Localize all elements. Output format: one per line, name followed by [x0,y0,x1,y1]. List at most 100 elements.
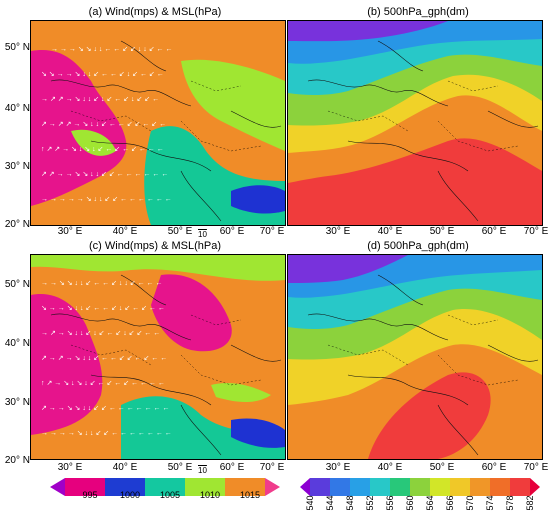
coastlines [50,274,282,456]
lon-label: 60° E [219,226,245,237]
map-panel-c: → → ↘ ↘ ↓ ↓ ↙ ← ← ↙ ↓ ↓ ↙ ← ← ← ↘ → → ↘ … [30,254,286,460]
colorbar-cell [350,478,370,496]
svg-text:→ → ↘ ↘ ↓ ↓ ↙ ← ← ↙ ↓ ↓ ↙ ← ←: → → ↘ ↘ ↓ ↓ ↙ ← ← ↙ ↓ ↓ ↙ ← ← ← [41,280,163,287]
svg-text:→ → → ↘ ↘ ↓ ↓ ← ← ↙ ↙ ↓ ↓ ↙ ←: → → → ↘ ↘ ↓ ↓ ← ← ↙ ↙ ↓ ↓ ↙ ← ← [51,46,173,53]
wind-vectors: → → → ↘ ↘ ↓ ↓ ← ← ↙ ↙ ↓ ↓ ↙ ← ← ↘ ↘ → → … [41,46,173,203]
lon-label: 50° E [429,226,455,237]
gph-tick-label: 560 [405,495,415,511]
gph-tick-label: 556 [385,495,395,511]
coastlines [307,40,539,222]
reference-vector-label: 10 [198,466,207,475]
mslp-tick-label: 1010 [199,490,221,500]
lat-label: 50° N [4,279,30,290]
lat-label: 50° N [4,42,30,53]
lat-label: 20° N [4,219,30,230]
colorbar-cell [430,478,450,496]
mslp-colorbar-svg [50,478,280,496]
mslp-1010-north [31,255,285,281]
gph-tick-label: 566 [445,495,455,511]
country-borders [327,80,519,152]
deep-low-region [231,418,285,448]
colorbar-cell [265,478,280,496]
map-panel-a: → → → ↘ ↘ ↓ ↓ ← ← ↙ ↙ ↓ ↓ ↙ ← ← ↘ ↘ → → … [30,20,286,226]
colorbar-cell [65,478,105,496]
mslp-1010-region [181,59,285,151]
mslp-map-c: → → ↘ ↘ ↓ ↓ ↙ ← ← ↙ ↓ ↓ ↙ ← ← ← ↘ → → ↘ … [31,255,285,459]
colorbar-cell [225,478,265,496]
coastlines [307,274,539,456]
lon-label: 30° E [325,462,351,473]
svg-text:↘ ↘ → → ↘ ↓ ↓ ↙ ← ← ↙ ↓ ↙ ← ↙: ↘ ↘ → → ↘ ↓ ↓ ↙ ← ← ↙ ↓ ↙ ← ↙ ← [41,71,164,78]
lon-label: 40° E [377,462,403,473]
mslp-1010-patch [211,383,271,402]
lon-label: 30° E [325,226,351,237]
mslp-map-a: → → → ↘ ↘ ↓ ↓ ← ← ↙ ↙ ↓ ↓ ↙ ← ← ↘ ↘ → → … [31,21,285,225]
low-pressure-region-2 [151,274,232,352]
country-borders [70,80,262,152]
mslp-north-band [31,21,285,43]
gph-tick-label: 578 [505,495,515,511]
low-pressure-region [31,294,103,435]
gph-tick-label: 540 [305,495,315,511]
lon-label: 40° E [112,462,138,473]
colorbar-cell [530,478,540,496]
lat-label: 30° N [4,397,30,408]
lat-label: 30° N [4,161,30,172]
mslp-1010-patch [71,129,116,156]
panel-a-title: (a) Wind(mps) & MSL(hPa) [88,6,222,18]
lon-label: 30° E [57,226,83,237]
lon-label: 70° E [259,226,285,237]
mslp-tick-label: 995 [82,490,98,500]
panel-c-title: (c) Wind(mps) & MSL(hPa) [88,240,222,252]
gph-tick-label: 574 [485,495,495,511]
colorbar-cell [50,478,65,496]
svg-text:→ ↗ ↗ → ↘ ↓ ↓ ↙ ↓ ↙ ← ↙ ↓ ↙ ↙: → ↗ ↗ → ↘ ↓ ↓ ↙ ↓ ↙ ← ↙ ↓ ↙ ↙ ← [41,96,159,103]
panel-d-title: (d) 500hPa_gph(dm) [367,240,469,252]
colorbar-cell [330,478,350,496]
lon-label: 70° E [523,226,549,237]
colorbar-cell [105,478,145,496]
gph-colorbar-svg [300,478,540,496]
gph-tick-label: 552 [365,495,375,511]
gph-map-d [288,255,542,459]
mslp-tick-label: 1015 [239,490,261,500]
gph-tick-label: 544 [325,495,335,511]
colorbar-cell [370,478,390,496]
svg-text:→ → → → ↘ ↓ ↓ ↙ ↙ ← ← ← ← ← ←: → → → → ↘ ↓ ↓ ↙ ↙ ← ← ← ← ← ← ← [41,430,172,437]
lat-label: 20° N [4,455,30,466]
svg-text:↗ ↗ → → ↘ ↘ ↓ ↓ ↙ ↙ ← ← ← ← ←: ↗ ↗ → → ↘ ↘ ↓ ↓ ↙ ↙ ← ← ← ← ← ← [41,171,168,178]
lon-label: 60° E [219,462,245,473]
colorbar-cell [410,478,430,496]
svg-text:→ → → → → ↘ ↓ ↓ ↙ ↙ ← ← ← ← ←: → → → → → ↘ ↓ ↓ ↙ ↙ ← ← ← ← ← ← [41,196,172,203]
lon-label: 40° E [377,226,403,237]
gph-tick-label: 564 [425,495,435,511]
mslp-1005-region [121,396,285,459]
gph-colorbar [300,478,540,496]
lon-label: 50° E [429,462,455,473]
lat-label: 40° N [4,338,30,349]
svg-text:↗ → → ↘ ↘ ↓ ↓ ↙ ↙ ← ← ← ← ← ←: ↗ → → ↘ ↘ ↓ ↓ ↙ ↙ ← ← ← ← ← ← ← [41,405,170,412]
map-panel-b [287,20,543,226]
gph-tick-label: 548 [345,495,355,511]
country-borders [327,314,519,386]
svg-text:↗ → ↗ ↗ → ↘ ↓ ↓ ↙ ← ← ↙ ↙ ← ↙: ↗ → ↗ ↗ → ↘ ↓ ↓ ↙ ← ← ↙ ↙ ← ↙ ← [41,121,166,128]
svg-text:↗ → ↗ → ↘ ↓ ↓ ↙ ← ← ↙ ↙ ← ↙ ←: ↗ → ↗ → ↘ ↓ ↓ ↙ ← ← ↙ ↙ ← ↙ ← ← [41,355,167,362]
mslp-colorbar [50,478,280,496]
panel-b-title: (b) 500hPa_gph(dm) [367,6,469,18]
colorbar-cell [390,478,410,496]
colorbar-cell [300,478,310,496]
svg-text:↑ ↗ ↗ → ↘ ↓ ↘ ↓ ↙ ← ↙ ← ↙ ← ←: ↑ ↗ ↗ → ↘ ↓ ↘ ↓ ↙ ← ↙ ← ↙ ← ← ← [41,146,164,153]
reference-vector-label: 10 [198,230,207,239]
lon-label: 50° E [167,226,193,237]
map-panel-d [287,254,543,460]
coastlines [50,40,282,222]
lat-label: 40° N [4,103,30,114]
wind-vectors: → → ↘ ↘ ↓ ↓ ↙ ← ← ↙ ↓ ↓ ↙ ← ← ← ↘ → → ↘ … [41,280,172,437]
gph-tick-label: 570 [465,495,475,511]
gph-purple-band [288,255,408,283]
gph-purple-band [288,21,448,42]
lon-label: 40° E [112,226,138,237]
colorbar-cell [310,478,330,496]
colorbar-cell [470,478,490,496]
mslp-tick-label: 1005 [159,490,181,500]
